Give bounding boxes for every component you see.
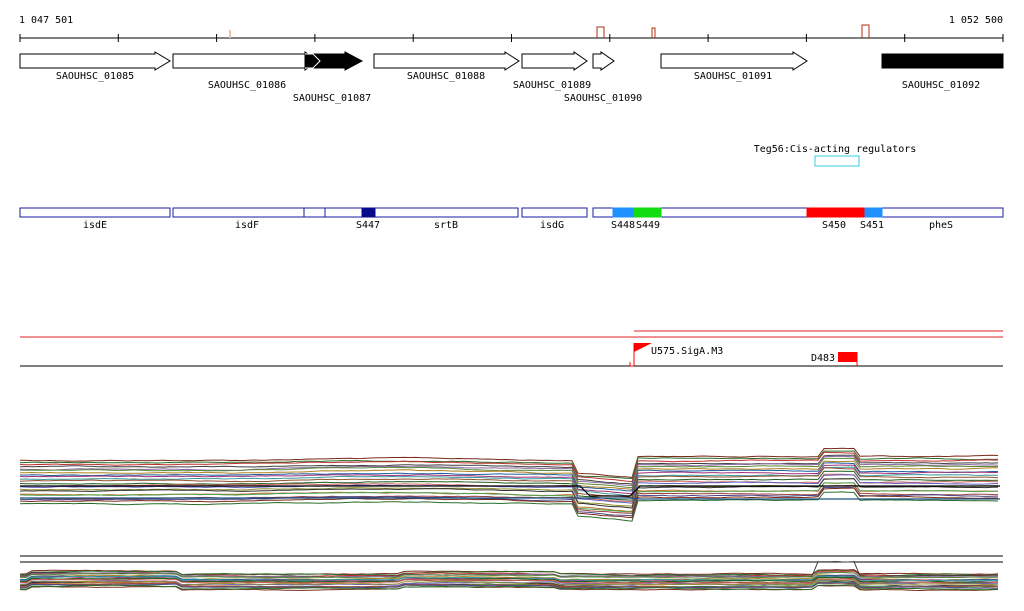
segment-label: isdG [540, 220, 564, 231]
expression-trace [19, 474, 999, 504]
expression-trace [19, 478, 999, 509]
segment-isdE[interactable] [19, 207, 171, 218]
coordinate-ruler: 1 047 501 1 052 500 [19, 15, 1004, 42]
gene-arrow-SAOUHSC_01090[interactable] [592, 51, 615, 71]
segment-label: S448 [611, 220, 635, 231]
expression-trace [19, 464, 999, 495]
expression-trace [19, 572, 999, 579]
expression-reference-trace [20, 485, 1000, 497]
ruler-start-label: 1 047 501 [19, 15, 73, 26]
gene-arrow-SAOUHSC_01088[interactable] [373, 51, 520, 71]
regulator-label: Teg56:Cis-acting regulators [754, 144, 917, 155]
expression-reference-trace [20, 497, 1000, 500]
expression-trace [19, 467, 999, 498]
ruler-end-label: 1 052 500 [949, 15, 1003, 26]
expression-trace [20, 579, 999, 586]
gene-arrow-SAOUHSC_01085[interactable] [19, 51, 171, 71]
segment-S449[interactable] [633, 207, 662, 218]
ruler-signal-peak [861, 24, 870, 38]
expression-trace [19, 455, 999, 487]
segment-label: S450 [822, 220, 846, 231]
expression-trace [19, 450, 999, 480]
expression-trace [19, 486, 999, 517]
ruler-signal-peak [596, 26, 605, 38]
gene-track: SAOUHSC_01085 SAOUHSC_01086 SAOUHSC_0108… [19, 51, 1004, 104]
expression-trace [19, 491, 999, 522]
segment-S448[interactable] [612, 207, 635, 218]
promoter-flag[interactable] [629, 343, 652, 367]
expression-trace [19, 454, 999, 485]
segment-label: isdF [235, 220, 259, 231]
expression-trace [19, 470, 999, 501]
expression-panel-top [19, 447, 1000, 522]
gene-label: SAOUHSC_01087 [293, 93, 371, 104]
segment-label: isdE [83, 220, 107, 231]
expression-trace [19, 569, 999, 577]
gene-label: SAOUHSC_01091 [694, 71, 772, 82]
gene-arrow-SAOUHSC_01091[interactable] [660, 51, 808, 71]
segment-label: S447 [356, 220, 380, 231]
expression-trace [19, 451, 999, 483]
gene-arrow-SAOUHSC_01092[interactable] [881, 53, 1004, 69]
promoter-label: U575.SigA.M3 [651, 346, 723, 357]
segment-label: srtB [434, 220, 458, 231]
expression-trace [19, 482, 999, 513]
segment-label: S451 [860, 220, 884, 231]
feature-track: U575.SigA.M3 D483 [20, 330, 1003, 367]
expression-trace [19, 447, 999, 479]
segment-isdF[interactable] [172, 207, 305, 218]
gene-label: SAOUHSC_01085 [56, 71, 134, 82]
segment-S451[interactable] [864, 207, 883, 218]
expression-trace [19, 487, 999, 519]
segment-label: pheS [929, 220, 953, 231]
segment-S447[interactable] [361, 207, 376, 218]
gene-label: SAOUHSC_01090 [564, 93, 642, 104]
regulator-region[interactable] [814, 155, 860, 167]
gene-label: SAOUHSC_01092 [902, 80, 980, 91]
regulator-track: Teg56:Cis-acting regulators [754, 144, 917, 167]
expression-trace [19, 457, 999, 489]
segment-S450[interactable] [806, 207, 866, 218]
expression-trace [19, 462, 998, 492]
gene-arrow-SAOUHSC_01086[interactable] [172, 51, 319, 71]
terminator-block[interactable] [838, 352, 857, 362]
segment-track: isdE isdF S447 srtB isdG S448 S449 S450 … [19, 207, 1004, 231]
terminator-label: D483 [811, 353, 835, 364]
segment-gap[interactable] [303, 207, 326, 218]
gene-label: SAOUHSC_01089 [513, 80, 591, 91]
ruler-signal-peak [651, 27, 656, 38]
expression-trace [19, 466, 999, 497]
expression-trace [19, 582, 998, 589]
gene-label: SAOUHSC_01086 [208, 80, 286, 91]
segment-label: S449 [636, 220, 660, 231]
expression-trace [19, 579, 999, 586]
expression-trace [19, 584, 999, 591]
gene-arrow-SAOUHSC_01089[interactable] [521, 51, 588, 71]
expression-trace [20, 460, 998, 490]
gene-label: SAOUHSC_01088 [407, 71, 485, 82]
segment-pheS-region[interactable] [592, 207, 1004, 218]
expression-trace [19, 578, 999, 585]
segment-isdG[interactable] [521, 207, 588, 218]
gene-overlap-outline [305, 53, 321, 69]
expression-trace [19, 576, 999, 583]
expression-panel-bottom [19, 555, 1003, 592]
segment-srtB[interactable] [324, 207, 519, 218]
